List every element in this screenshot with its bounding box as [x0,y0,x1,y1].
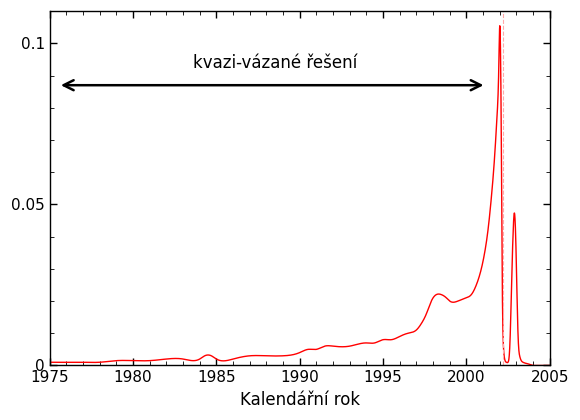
Text: kvazi-vázané řešení: kvazi-vázané řešení [193,54,357,72]
X-axis label: Kalendářní rok: Kalendářní rok [240,391,360,409]
